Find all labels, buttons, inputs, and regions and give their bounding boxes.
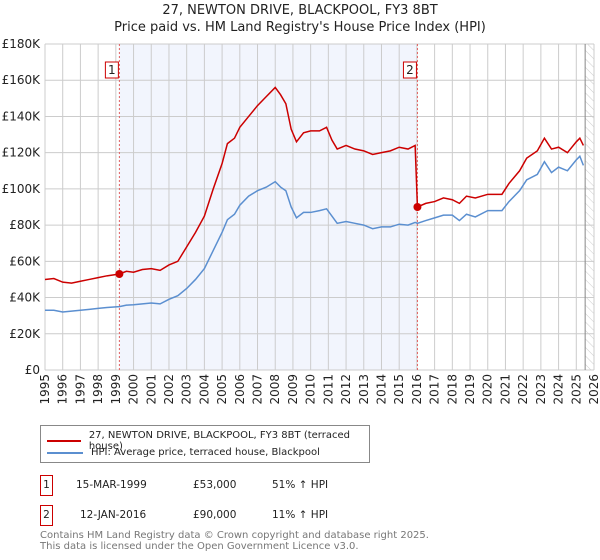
x-tick-label: 2002 — [162, 374, 176, 405]
sale-label: 2 — [406, 63, 414, 77]
x-tick-label: 2004 — [197, 374, 211, 405]
series-line — [45, 154, 585, 313]
legend-red-line — [47, 440, 81, 442]
sale-label: 1 — [108, 63, 116, 77]
y-tick-label: £60K — [9, 254, 41, 268]
x-tick-label: 2010 — [304, 374, 318, 405]
sale-date: 15-MAR-1999 — [76, 479, 147, 491]
x-tick-label: 2007 — [251, 374, 265, 405]
x-tick-label: 2000 — [127, 374, 141, 405]
x-tick-label: 2021 — [498, 374, 512, 405]
footer-line-1: Contains HM Land Registry data © Crown c… — [40, 530, 429, 541]
x-tick-label: 1996 — [56, 374, 70, 405]
legend-blue-label: HPI: Average price, terraced house, Blac… — [91, 447, 320, 458]
y-tick-label: £20K — [9, 327, 41, 341]
x-tick-label: 2016 — [410, 374, 424, 405]
sale-label-box — [402, 61, 417, 79]
footer: Contains HM Land Registry data © Crown c… — [40, 530, 429, 552]
x-tick-label: 1995 — [38, 374, 52, 405]
x-tick-label: 2005 — [215, 374, 229, 405]
x-tick-label: 2009 — [286, 374, 300, 405]
sale-hpi-change: 11% ↑ HPI — [272, 509, 329, 521]
y-tick-label: £0 — [25, 363, 40, 377]
forecast-hatch — [585, 44, 594, 370]
y-tick-label: £140K — [2, 109, 42, 123]
x-tick-label: 1998 — [91, 374, 105, 405]
sale-hpi-change: 51% ↑ HPI — [272, 479, 329, 491]
x-tick-label: 1997 — [73, 374, 87, 405]
chart-title: 27, NEWTON DRIVE, BLACKPOOL, FY3 8BT — [162, 3, 438, 18]
legend-blue-line — [47, 451, 83, 454]
table-row: 1 15-MAR-1999 £53,000 51% ↑ HPI — [40, 475, 440, 496]
table-row: 2 12-JAN-2016 £90,000 11% ↑ HPI — [40, 505, 440, 526]
y-tick-label: £180K — [2, 37, 42, 51]
sale-period-shade — [119, 44, 418, 370]
x-tick-label: 2014 — [374, 374, 388, 405]
x-tick-label: 2008 — [268, 374, 282, 405]
x-tick-label: 2023 — [534, 374, 548, 405]
x-tick-label: 2015 — [392, 374, 406, 405]
x-tick-label: 1999 — [109, 374, 123, 405]
x-tick-label: 2011 — [321, 374, 335, 405]
sale-price: £90,000 — [193, 509, 237, 521]
sale-point — [115, 270, 124, 279]
price-chart: 1995 1996 1997 1998 1999 2000 2001 2002 2003 2004… — [2, 37, 600, 405]
x-tick-label: 2019 — [463, 374, 477, 405]
sale-label-box — [104, 61, 119, 79]
x-tick-label: 2024 — [552, 374, 566, 405]
chart-subtitle: Price paid vs. HM Land Registry's House … — [114, 20, 486, 35]
legend: 27, NEWTON DRIVE, BLACKPOOL, FY3 8BT (te… — [40, 425, 370, 463]
sale-marker-box: 1 — [40, 475, 53, 496]
x-tick-label: 2006 — [233, 374, 247, 405]
x-tick-label: 2003 — [180, 374, 194, 405]
footer-line-2: This data is licensed under the Open Gov… — [40, 541, 359, 552]
series-line — [44, 86, 585, 284]
sale-point — [413, 203, 422, 211]
y-tick-label: £80K — [9, 218, 41, 232]
x-tick-label: 2022 — [516, 374, 530, 405]
y-tick-label: £100K — [2, 182, 42, 196]
y-tick-label: £160K — [2, 73, 42, 87]
x-tick-label: 2025 — [569, 374, 583, 405]
y-tick-label: £40K — [9, 291, 41, 305]
sale-price: £53,000 — [193, 479, 237, 491]
x-tick-label: 2013 — [357, 374, 371, 405]
legend-red-label: 27, NEWTON DRIVE, BLACKPOOL, FY3 8BT (te… — [88, 430, 350, 452]
x-tick-label: 2026 — [587, 374, 600, 405]
x-tick-label: 2012 — [339, 374, 353, 405]
y-tick-label: £120K — [2, 146, 42, 160]
sale-date: 12-JAN-2016 — [80, 509, 147, 521]
x-tick-label: 2017 — [428, 374, 442, 405]
x-tick-label: 2020 — [481, 374, 495, 405]
x-tick-label: 2001 — [144, 374, 158, 405]
x-tick-label: 2018 — [445, 374, 459, 405]
sale-marker-box: 2 — [40, 505, 53, 526]
